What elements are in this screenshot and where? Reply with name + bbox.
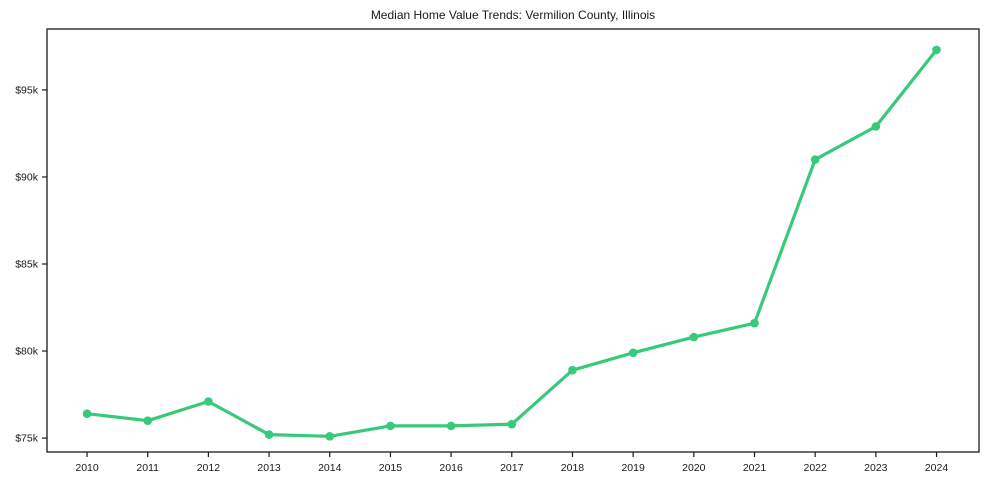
x-tick-label: 2018 — [561, 462, 585, 474]
x-tick-label: 2023 — [864, 462, 888, 474]
y-tick-label: $75k — [15, 433, 39, 445]
data-point — [507, 419, 517, 429]
data-point — [689, 332, 699, 342]
data-point — [204, 397, 213, 406]
data-point — [628, 348, 638, 358]
data-point — [871, 122, 881, 131]
y-tick-label: $95k — [15, 84, 39, 96]
x-tick-label: 2019 — [621, 462, 645, 474]
data-point — [446, 421, 456, 431]
x-tick-label: 2020 — [682, 462, 706, 474]
data-point — [325, 432, 335, 441]
plot-border — [46, 28, 980, 453]
chart-title: Median Home Value Trends: Vermilion Coun… — [370, 8, 656, 22]
x-tick-label: 2016 — [439, 462, 463, 474]
x-tick-label: 2024 — [925, 462, 949, 474]
data-point — [750, 318, 759, 328]
data-point — [143, 416, 153, 425]
x-tick-label: 2011 — [136, 462, 159, 474]
y-tick-label: $90k — [15, 171, 39, 183]
data-point — [810, 155, 820, 164]
x-tick-label: 2021 — [743, 462, 767, 474]
data-points — [82, 45, 941, 441]
x-tick-label: 2017 — [500, 462, 524, 474]
x-tick-label: 2010 — [75, 462, 99, 474]
x-tick-label: 2022 — [803, 462, 827, 474]
y-axis: $75k $80k $85k $90k $95k — [15, 84, 47, 445]
data-point — [264, 430, 274, 439]
y-tick-label: $80k — [15, 346, 39, 358]
x-tick-label: 2015 — [379, 462, 403, 474]
x-axis: 2010 2011 2012 2013 2014 2015 2016 2017 2018 2019… — [75, 452, 948, 474]
data-point — [386, 421, 395, 431]
data-point — [568, 365, 577, 375]
data-line — [85, 48, 939, 438]
x-tick-label: 2012 — [197, 462, 221, 474]
y-tick-label: $85k — [15, 259, 39, 271]
x-tick-label: 2014 — [318, 462, 342, 474]
x-tick-label: 2013 — [257, 462, 281, 474]
data-point — [932, 45, 941, 55]
data-point — [82, 409, 92, 419]
